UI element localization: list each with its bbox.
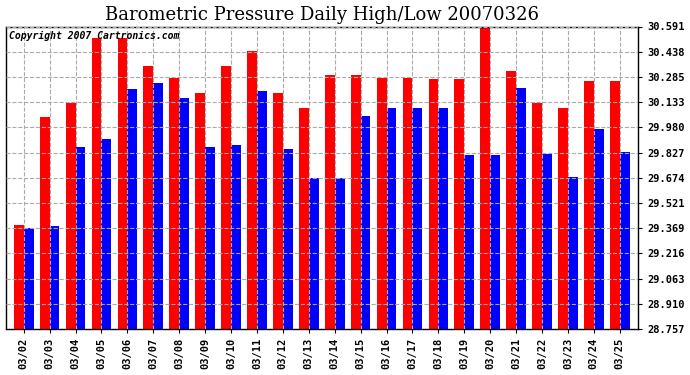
Bar <box>205 147 215 329</box>
Bar <box>66 103 75 329</box>
Bar <box>92 38 101 329</box>
Bar <box>144 66 153 329</box>
Bar <box>620 152 629 329</box>
Bar <box>610 81 620 329</box>
Bar <box>480 25 490 329</box>
Bar <box>14 225 23 329</box>
Bar <box>490 155 500 329</box>
Bar <box>117 38 128 329</box>
Bar <box>101 139 111 329</box>
Bar <box>438 108 449 329</box>
Bar <box>402 78 413 329</box>
Title: Barometric Pressure Daily High/Low 20070326: Barometric Pressure Daily High/Low 20070… <box>105 6 539 24</box>
Bar <box>558 108 568 329</box>
Bar <box>351 75 361 329</box>
Bar <box>455 80 464 329</box>
Bar <box>413 108 422 329</box>
Bar <box>23 228 34 329</box>
Bar <box>386 108 396 329</box>
Bar <box>231 146 241 329</box>
Bar <box>594 129 604 329</box>
Bar <box>169 78 179 329</box>
Bar <box>516 88 526 329</box>
Text: Copyright 2007 Cartronics.com: Copyright 2007 Cartronics.com <box>9 31 179 41</box>
Bar <box>506 71 516 329</box>
Bar <box>542 154 552 329</box>
Bar <box>273 93 283 329</box>
Bar <box>195 93 205 329</box>
Bar <box>179 98 189 329</box>
Bar <box>247 51 257 329</box>
Bar <box>361 116 371 329</box>
Bar <box>568 177 578 329</box>
Bar <box>464 155 474 329</box>
Bar <box>50 226 59 329</box>
Bar <box>221 66 231 329</box>
Bar <box>309 178 319 329</box>
Bar <box>325 75 335 329</box>
Bar <box>40 117 50 329</box>
Bar <box>75 147 86 329</box>
Bar <box>128 89 137 329</box>
Bar <box>377 78 386 329</box>
Bar <box>283 149 293 329</box>
Bar <box>335 178 344 329</box>
Bar <box>153 83 163 329</box>
Bar <box>428 80 438 329</box>
Bar <box>532 103 542 329</box>
Bar <box>299 108 309 329</box>
Bar <box>257 91 267 329</box>
Bar <box>584 81 594 329</box>
